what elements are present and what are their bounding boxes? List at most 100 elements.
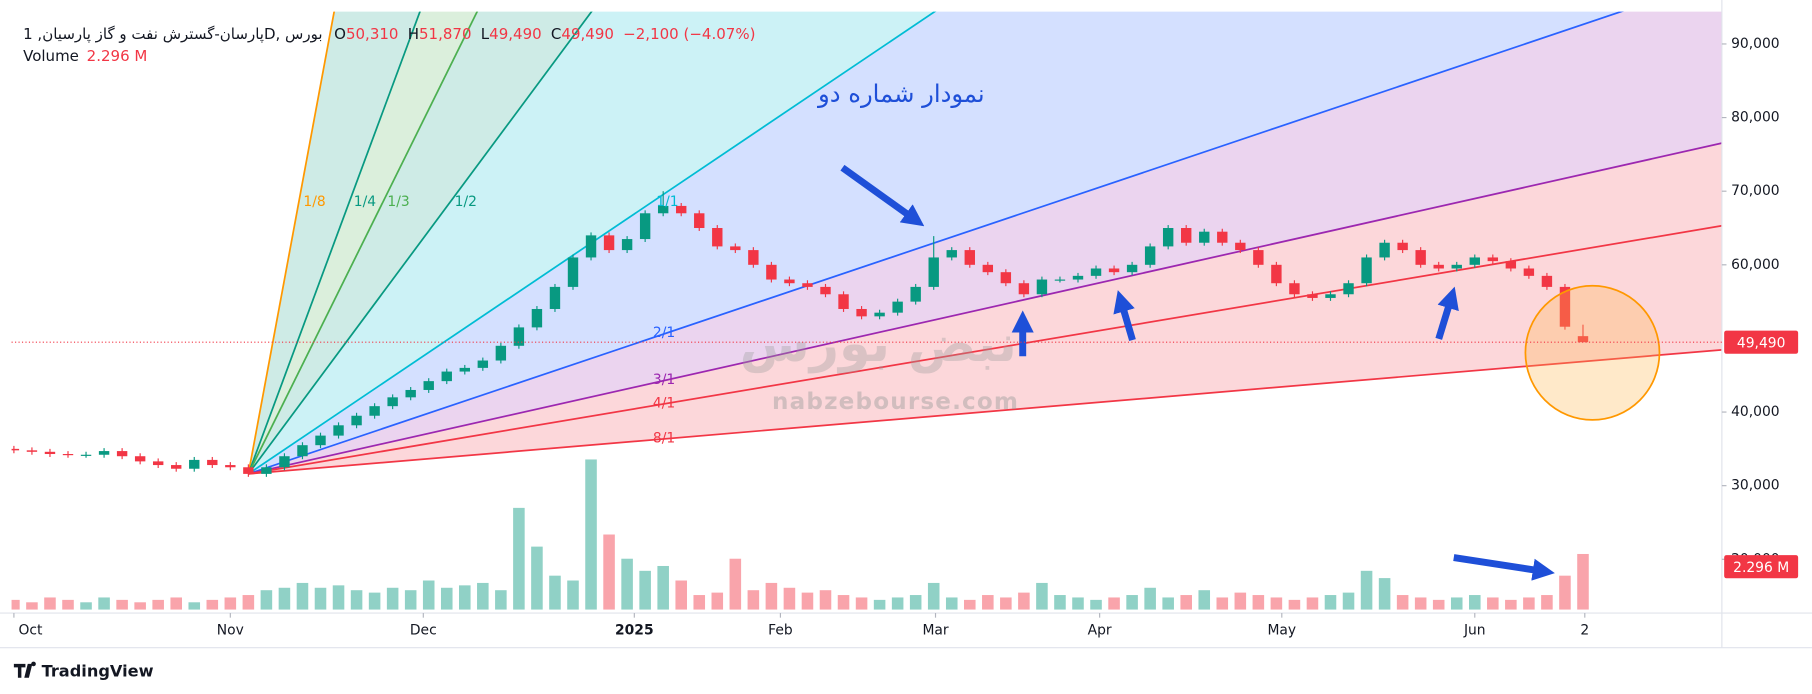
fan-line	[248, 348, 1722, 475]
volume-bar	[801, 592, 814, 610]
volume-bar	[1432, 599, 1445, 610]
y-tick-label: 30,000	[1731, 478, 1779, 494]
candle-body	[423, 381, 434, 390]
candle-body	[910, 286, 921, 302]
ohlc-value: 49,490	[489, 25, 542, 43]
brand: TradingView	[13, 662, 154, 681]
y-tick-label: 80,000	[1731, 110, 1779, 126]
candle-body	[1162, 228, 1174, 247]
candle-body	[1577, 336, 1589, 343]
candle-body	[1433, 264, 1444, 269]
candle-body	[1235, 242, 1246, 251]
volume-bar	[1559, 575, 1571, 610]
fan-label: 4/1	[653, 395, 675, 411]
candle-body	[856, 308, 867, 317]
legend: پارسان-گسترش نفت و گاز پارسیان, 1D, بورس…	[23, 25, 755, 65]
candle-body	[928, 257, 939, 287]
fan-label: 1/3	[387, 194, 409, 210]
candle-body	[874, 312, 885, 317]
ohlc-key: L	[481, 25, 490, 43]
candle-body	[657, 205, 669, 214]
volume-bar	[206, 599, 219, 610]
candle-body	[838, 294, 849, 309]
volume-bar	[927, 582, 940, 610]
volume-bar	[477, 582, 489, 610]
candle-body	[98, 451, 110, 455]
volume-bar	[278, 587, 291, 610]
volume-bar	[1378, 578, 1391, 610]
candle-body	[369, 406, 380, 416]
brand-name: TradingView	[42, 662, 154, 681]
volume-bar	[224, 597, 237, 610]
volume-bar	[1018, 592, 1030, 610]
volume-bar	[945, 597, 958, 610]
volume-bar	[350, 590, 363, 610]
volume-bar	[440, 587, 453, 610]
y-tick-label: 40,000	[1731, 404, 1779, 420]
volume-bar	[1487, 597, 1499, 610]
ohlc-key: O	[334, 25, 346, 43]
candle-body	[1072, 275, 1084, 280]
volume-bar	[188, 602, 201, 610]
volume-bar	[1162, 597, 1174, 610]
x-tick-label: 2025	[615, 622, 654, 638]
fan-label: 1/8	[303, 194, 325, 210]
volume-legend-name: Volume	[23, 47, 79, 65]
candle-body	[766, 264, 777, 280]
volume-bar	[1396, 595, 1409, 610]
volume-bar	[873, 599, 886, 610]
volume-bar	[1144, 587, 1156, 610]
candle-body	[1181, 228, 1192, 243]
ohlc-key: C	[551, 25, 561, 43]
fan-line	[247, 11, 937, 475]
candle-body	[1271, 264, 1282, 284]
volume-bar	[1505, 599, 1517, 610]
volume-bar	[982, 595, 994, 610]
candle-body	[621, 239, 633, 251]
axes: 20,00030,00040,00060,00070,00080,00090,0…	[11, 36, 1799, 638]
fan-line	[248, 11, 1624, 475]
candle-body	[1054, 279, 1066, 281]
candle-body	[1090, 268, 1102, 276]
volume-bar	[891, 597, 904, 610]
fan-line	[248, 224, 1722, 475]
x-tick-label: Jun	[1463, 622, 1486, 638]
annotation-title: نمودار شماره دو	[817, 79, 985, 108]
volume-bar	[675, 580, 687, 610]
volume-bar	[621, 558, 633, 610]
x-tick-label: Mar	[922, 622, 948, 638]
candle-body	[820, 286, 831, 295]
y-tick-label: 90,000	[1731, 36, 1779, 52]
fan-label: 1/2	[455, 194, 477, 210]
candle-body	[441, 371, 452, 382]
volume-bar	[1216, 597, 1229, 610]
candle-body	[315, 435, 326, 446]
candle-body	[1541, 275, 1553, 287]
arrow	[1113, 290, 1136, 342]
candle-body	[1505, 261, 1517, 269]
volume-bar	[1541, 595, 1553, 610]
candle-body	[1036, 279, 1048, 295]
volume-bar	[1306, 597, 1319, 610]
candle-body	[549, 286, 561, 309]
volume-bar	[1324, 595, 1337, 610]
volume-bar	[765, 582, 778, 610]
volume-bar	[1090, 599, 1102, 610]
candle-body	[405, 389, 416, 398]
volume-bar	[1072, 597, 1084, 610]
volume-bar	[116, 599, 128, 610]
x-tick-label: Oct	[19, 622, 44, 638]
y-tick-label: 70,000	[1731, 183, 1779, 199]
candle-body	[11, 448, 20, 451]
volume-bar	[386, 587, 399, 610]
volume-bar	[585, 459, 597, 610]
volume-bar	[1450, 597, 1463, 610]
volume-bar	[693, 595, 706, 610]
volume-bar	[152, 599, 164, 610]
volume-bar	[134, 602, 146, 610]
volume-bar	[80, 602, 92, 610]
volume-bar	[1108, 597, 1120, 610]
volume-bar	[1414, 597, 1427, 610]
candle-body	[1397, 242, 1408, 251]
